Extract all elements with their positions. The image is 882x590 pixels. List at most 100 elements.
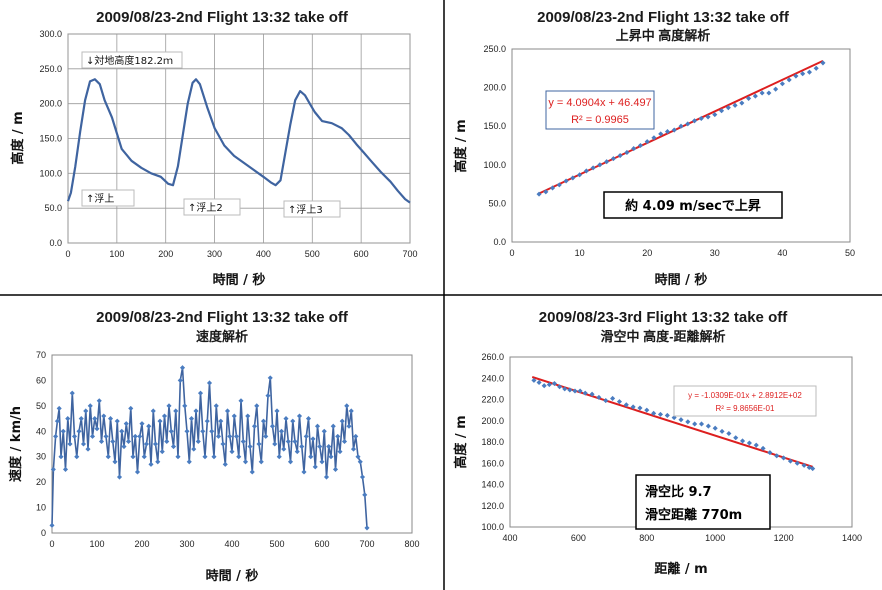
y-tick-label: 140.0 bbox=[481, 480, 504, 490]
data-point bbox=[85, 446, 91, 452]
svg-text:↑浮上2: ↑浮上2 bbox=[188, 202, 223, 214]
series-line bbox=[49, 365, 370, 531]
y-tick-label: 160.0 bbox=[481, 458, 504, 468]
y-tick-label: 10 bbox=[36, 503, 46, 513]
data-point bbox=[328, 454, 334, 460]
x-axis-label: 時間 / 秒 bbox=[213, 272, 266, 288]
y-tick-label: 150.0 bbox=[39, 134, 62, 144]
data-point bbox=[195, 438, 201, 445]
x-tick-label: 300 bbox=[207, 249, 222, 259]
y-tick-label: 180.0 bbox=[481, 437, 504, 447]
data-point bbox=[242, 459, 249, 465]
data-point bbox=[204, 418, 210, 424]
data-point bbox=[570, 175, 576, 181]
data-point bbox=[339, 418, 345, 424]
data-point bbox=[245, 413, 251, 419]
data-point bbox=[148, 461, 154, 467]
x-tick-label: 0 bbox=[65, 249, 70, 259]
x-tick-label: 300 bbox=[179, 539, 194, 549]
chart-subtitle: 滑空中 高度-距離解析 bbox=[601, 329, 726, 344]
data-point bbox=[644, 407, 650, 413]
y-tick-label: 50 bbox=[36, 401, 46, 411]
data-point bbox=[173, 408, 179, 414]
y-tick-label: 150.0 bbox=[483, 121, 506, 131]
data-point bbox=[281, 446, 287, 452]
y-tick-label: 120.0 bbox=[481, 501, 504, 511]
data-point bbox=[233, 433, 240, 439]
data-point bbox=[610, 395, 616, 401]
y-tick-label: 250.0 bbox=[483, 44, 506, 54]
trend-equation: y = 4.0904x + 46.497 bbox=[548, 97, 651, 109]
y-tick-label: 70 bbox=[36, 350, 46, 360]
data-point bbox=[323, 474, 330, 480]
chart-title: 2009/08/23-3rd Flight 13:32 take off bbox=[539, 309, 788, 326]
x-axis-label: 時間 / 秒 bbox=[655, 272, 708, 288]
data-point bbox=[161, 413, 168, 419]
y-tick-label: 220.0 bbox=[481, 395, 504, 405]
panel-climb-analysis: 2009/08/23-2nd Flight 13:32 take off 上昇中… bbox=[453, 9, 855, 288]
data-point bbox=[179, 365, 186, 371]
data-point bbox=[83, 408, 89, 414]
x-tick-label: 200 bbox=[134, 539, 149, 549]
y-tick-label: 240.0 bbox=[481, 373, 504, 383]
data-point bbox=[285, 438, 291, 445]
data-point bbox=[314, 423, 321, 429]
x-tick-label: 400 bbox=[224, 539, 239, 549]
data-point bbox=[247, 443, 253, 450]
y-tick-label: 0.0 bbox=[493, 237, 506, 247]
data-point bbox=[265, 393, 271, 399]
data-point bbox=[321, 428, 327, 434]
data-point bbox=[263, 433, 269, 439]
data-point bbox=[130, 454, 136, 460]
y-tick-label: 100.0 bbox=[39, 168, 62, 178]
x-axis-label: 時間 / 秒 bbox=[206, 568, 259, 584]
data-point bbox=[215, 433, 222, 439]
data-point bbox=[287, 459, 294, 465]
data-point bbox=[202, 454, 208, 460]
data-point bbox=[267, 375, 273, 381]
x-tick-label: 100 bbox=[109, 249, 124, 259]
data-point bbox=[200, 428, 206, 434]
data-point bbox=[767, 450, 773, 456]
tick-labels: 0.0 50.0 100.0 150.0 200.0 250.0 300.0 0 100 200 3… bbox=[39, 29, 417, 259]
data-point bbox=[312, 464, 318, 470]
result-box bbox=[603, 191, 783, 219]
x-tick-label: 800 bbox=[639, 533, 654, 543]
data-point bbox=[651, 410, 657, 416]
series-line bbox=[51, 366, 368, 528]
data-point bbox=[326, 443, 332, 450]
data-point bbox=[87, 403, 93, 409]
y-axis-label: 高度 / m bbox=[10, 111, 26, 164]
x-tick-label: 1200 bbox=[774, 533, 794, 543]
x-tick-label: 500 bbox=[269, 539, 284, 549]
glide-ratio-text: 滑空比 9.7 bbox=[645, 484, 712, 500]
data-point bbox=[341, 438, 348, 445]
y-axis-label: 高度 / m bbox=[453, 119, 469, 172]
data-point bbox=[787, 458, 793, 464]
y-tick-label: 20 bbox=[36, 477, 46, 487]
annotation-altitude: ↓対地高度182.2ｍ bbox=[81, 51, 183, 69]
data-point bbox=[712, 425, 718, 431]
x-tick-label: 1000 bbox=[705, 533, 725, 543]
data-point bbox=[128, 405, 134, 411]
data-point bbox=[760, 445, 766, 451]
data-point bbox=[272, 441, 278, 447]
y-tick-label: 200.0 bbox=[483, 83, 506, 93]
data-point bbox=[359, 474, 366, 480]
data-point bbox=[206, 380, 213, 386]
data-point bbox=[211, 454, 217, 460]
x-tick-label: 400 bbox=[502, 533, 517, 543]
trend-equation: y = -1.0309E-01x + 2.8912E+02 bbox=[688, 391, 802, 400]
data-point bbox=[692, 421, 698, 427]
data-point bbox=[353, 433, 359, 439]
data-point bbox=[98, 438, 105, 445]
y-tick-label: 260.0 bbox=[481, 352, 504, 362]
data-point bbox=[348, 408, 354, 414]
x-tick-label: 10 bbox=[575, 248, 585, 258]
data-point bbox=[157, 418, 163, 424]
data-point bbox=[563, 178, 569, 184]
data-point bbox=[577, 388, 583, 394]
data-point bbox=[213, 403, 219, 409]
y-axis-label: 高度 / m bbox=[453, 415, 469, 468]
